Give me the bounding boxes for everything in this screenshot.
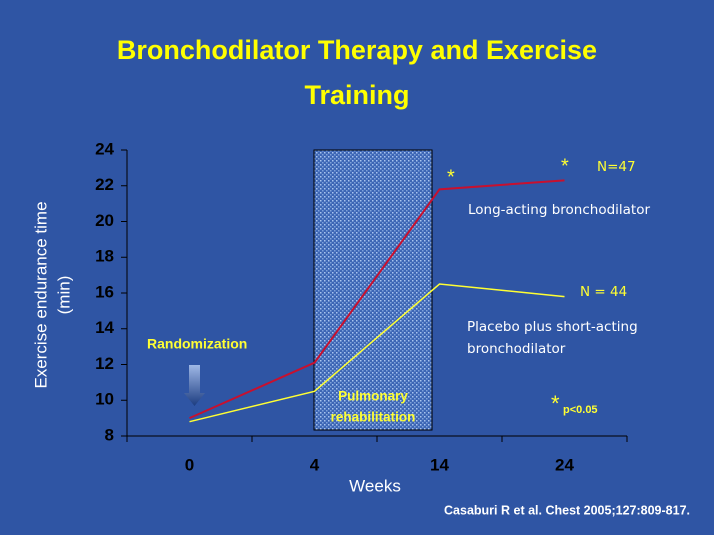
star: * bbox=[551, 391, 560, 416]
y-tick-label: 18 bbox=[95, 247, 114, 266]
y-tick-label: 14 bbox=[95, 318, 114, 337]
x-tick-label: 24 bbox=[555, 455, 574, 474]
n-label: N=47 bbox=[597, 159, 636, 175]
x-axis-label: Weeks bbox=[349, 476, 401, 495]
randomization-arrow bbox=[184, 365, 205, 406]
citation: Casaburi R et al. Chest 2005;127:809-817… bbox=[444, 503, 690, 517]
title-line: Training bbox=[304, 80, 409, 110]
series-label: Placebo plus short-acting bbox=[467, 319, 638, 335]
x-tick-label: 14 bbox=[430, 455, 449, 474]
y-tick-label: 8 bbox=[105, 425, 114, 444]
series-line bbox=[189, 179, 565, 420]
rehab-period bbox=[313, 149, 433, 431]
randomization-label: Randomization bbox=[147, 336, 247, 352]
y-tick-label: 22 bbox=[95, 175, 114, 194]
rehab-label: rehabilitation bbox=[331, 410, 416, 425]
star: * bbox=[447, 166, 455, 188]
series-label: bronchodilator bbox=[467, 341, 566, 357]
y-tick-label: 10 bbox=[95, 390, 114, 409]
star: * bbox=[561, 155, 569, 177]
p-value: p<0.05 bbox=[563, 404, 598, 416]
y-axis-label: Exercise endurance time bbox=[31, 201, 50, 388]
y-tick-label: 12 bbox=[95, 354, 114, 373]
y-tick-label: 24 bbox=[95, 139, 114, 158]
y-tick-label: 16 bbox=[95, 282, 114, 301]
series-line bbox=[189, 283, 565, 423]
rehab-label: Pulmonary bbox=[338, 389, 408, 404]
y-tick-label: 20 bbox=[95, 211, 114, 230]
y-axis-label: (min) bbox=[54, 276, 73, 315]
x-tick-label: 0 bbox=[185, 455, 194, 474]
x-tick-label: 4 bbox=[310, 455, 320, 474]
n-label: N = 44 bbox=[580, 284, 627, 300]
title-line: Bronchodilator Therapy and Exercise bbox=[117, 35, 597, 65]
series-label: Long-acting bronchodilator bbox=[468, 202, 650, 218]
